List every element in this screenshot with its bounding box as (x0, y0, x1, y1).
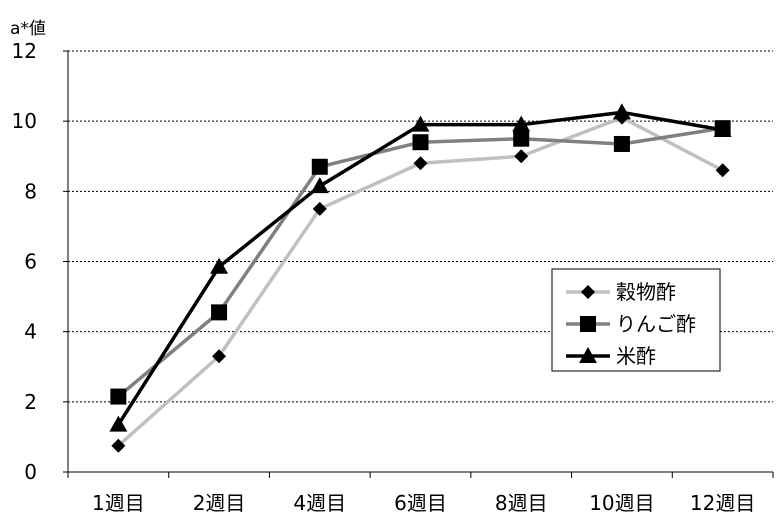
triangle-marker (612, 103, 631, 120)
x-ticks: 1週目 2週目 4週目 6週目 8週目 10週目 12週目 (92, 491, 755, 515)
x-tick-label: 8週目 (495, 491, 548, 515)
legend-label: 米酢 (616, 344, 656, 368)
legend-label: 穀物酢 (616, 280, 676, 304)
triangle-marker (109, 415, 128, 432)
triangle-marker (512, 115, 531, 132)
diamond-marker (212, 349, 227, 364)
y-tick-label: 4 (24, 320, 37, 344)
legend-entry: りんご酢 (566, 312, 696, 336)
triangle-marker (411, 115, 430, 132)
diamond-marker (581, 285, 595, 299)
y-tick-label: 0 (24, 460, 37, 484)
y-tick-label: 8 (24, 179, 37, 203)
y-ticks: 0 2 4 6 8 10 12 (12, 39, 37, 484)
x-tick-label: 10週目 (589, 491, 654, 515)
legend-label: りんご酢 (616, 312, 696, 336)
square-marker (412, 134, 429, 151)
legend-entry: 米酢 (566, 344, 656, 368)
diamond-marker (514, 149, 529, 164)
square-marker (110, 388, 127, 405)
y-tick-label: 10 (12, 109, 37, 133)
x-tick-label: 12週目 (690, 491, 755, 515)
square-marker (613, 135, 630, 152)
y-tick-label: 12 (12, 39, 37, 63)
square-marker (513, 130, 530, 147)
triangle-marker (310, 177, 329, 194)
square-marker (211, 304, 228, 321)
triangle-marker (579, 347, 597, 363)
square-marker (311, 158, 328, 175)
diamond-marker (715, 163, 730, 178)
x-tick-label: 4週目 (293, 491, 346, 515)
square-marker (580, 316, 596, 332)
x-tick-label: 6週目 (394, 491, 447, 515)
axes (63, 50, 774, 478)
x-tick-label: 2週目 (193, 491, 246, 515)
y-axis-label: a*値 (10, 19, 46, 39)
diamond-marker (312, 201, 327, 216)
legend-entry: 穀物酢 (566, 280, 676, 304)
y-tick-label: 6 (24, 250, 37, 274)
y-tick-label: 2 (24, 390, 37, 414)
x-tick-label: 1週目 (92, 491, 145, 515)
triangle-marker (210, 257, 229, 274)
diamond-marker (413, 156, 428, 171)
triangle-marker (713, 120, 732, 137)
series-2 (109, 103, 732, 432)
series-group (109, 103, 732, 453)
diamond-marker (111, 438, 126, 453)
